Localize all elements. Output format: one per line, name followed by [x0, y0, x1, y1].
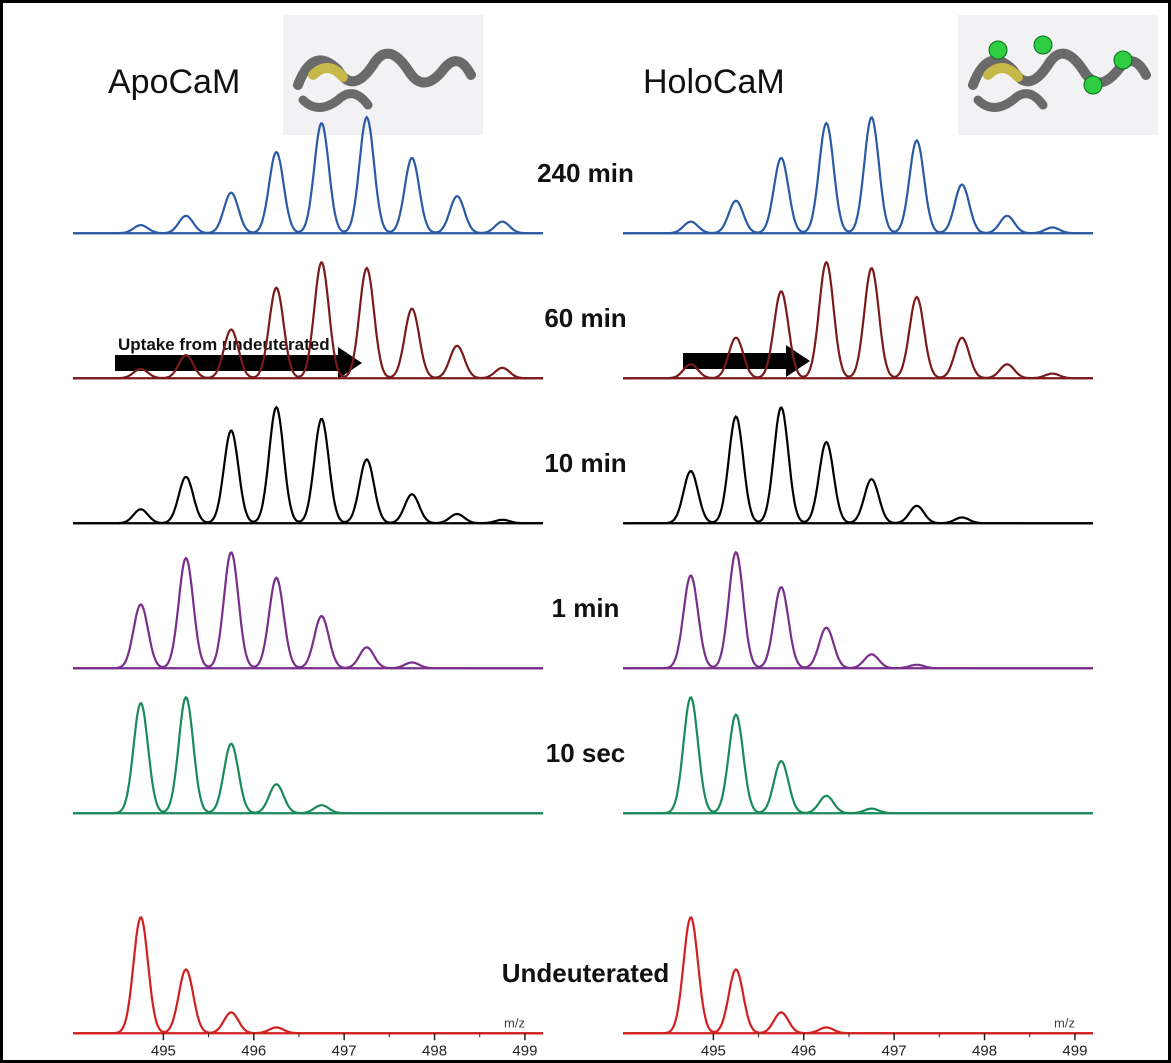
- xaxis-tick-label: 497: [332, 1042, 357, 1059]
- spectrum-apo-t10: [73, 407, 543, 523]
- spectrum-holo-t10s: [623, 697, 1093, 813]
- spectra-panel-holo: 495 496 497 498 499 m/z: [623, 3, 1093, 1063]
- spectrum-apo-t1: [73, 553, 543, 669]
- figure-frame: ApoCaM HoloCaM 240 min 60 min 10 min 1 m…: [0, 0, 1171, 1063]
- spectrum-holo-undeut: [623, 917, 1093, 1033]
- xaxis-tick-label: 499: [512, 1042, 537, 1059]
- xaxis-tick-label: 495: [151, 1042, 176, 1059]
- xaxis-tick-label: 496: [791, 1042, 816, 1059]
- spectrum-holo-t10: [623, 408, 1093, 524]
- spectrum-holo-t1: [623, 552, 1093, 668]
- spectra-panel-apo: 495 496 497 498 499 m/z: [73, 3, 543, 1063]
- xaxis-label: m/z: [1054, 1015, 1075, 1030]
- spectrum-holo-t240: [623, 118, 1093, 234]
- xaxis-tick-label: 499: [1062, 1042, 1087, 1059]
- spectrum-apo-t240: [73, 117, 543, 233]
- xaxis-tick-label: 498: [422, 1042, 447, 1059]
- spectrum-apo-undeut: [73, 917, 543, 1033]
- xaxis-tick-label: 496: [241, 1042, 266, 1059]
- xaxis-tick-label: 495: [701, 1042, 726, 1059]
- xaxis-label: m/z: [504, 1015, 525, 1030]
- spectrum-holo-t60: [623, 262, 1093, 378]
- spectrum-apo-t60: [73, 263, 543, 379]
- xaxis-tick-label: 498: [972, 1042, 997, 1059]
- spectrum-apo-t10s: [73, 697, 543, 813]
- xaxis-tick-label: 497: [882, 1042, 907, 1059]
